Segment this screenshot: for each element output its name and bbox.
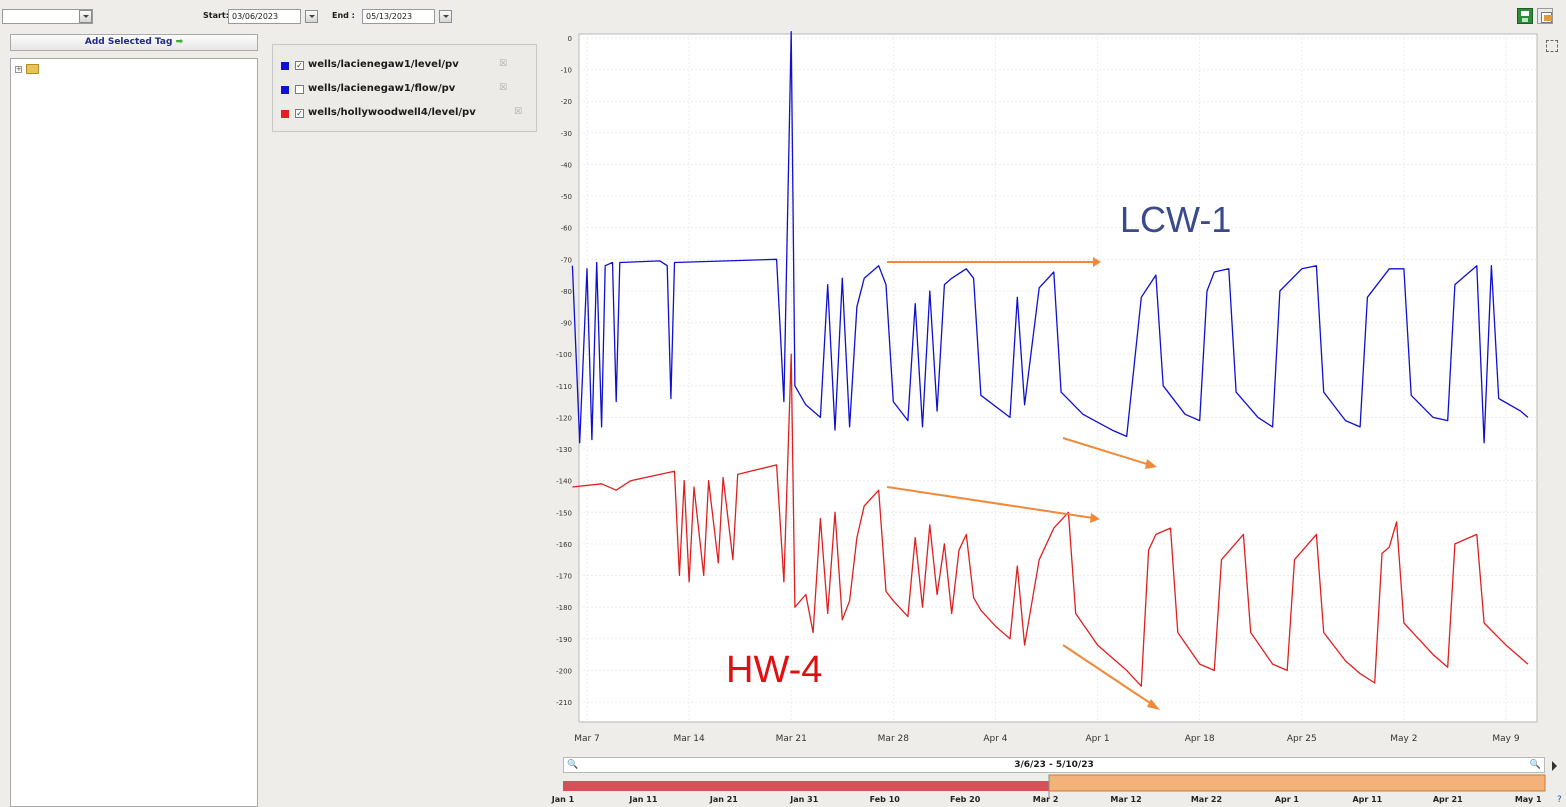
- plot-area[interactable]: [578, 33, 1538, 723]
- y-tick-label: -130: [556, 446, 572, 454]
- start-date-dropdown-button[interactable]: [305, 10, 318, 23]
- x-tick-label: Apr 25: [1287, 734, 1317, 744]
- legend-checkbox[interactable]: ✓: [295, 109, 304, 118]
- lcw-annotation-label: LCW-1: [1120, 199, 1231, 240]
- legend-color-swatch: [281, 110, 289, 118]
- chart-legend: ✓ wells/lacienegaw1/level/pv ☒ wells/lac…: [272, 44, 537, 132]
- x-tick-label: May 2: [1390, 734, 1417, 744]
- x-tick-label: Mar 21: [776, 734, 807, 744]
- y-tick-label: -70: [561, 256, 572, 264]
- scroll-right-icon[interactable]: [1552, 761, 1557, 771]
- end-label: End :: [332, 11, 355, 20]
- y-tick-label: -170: [556, 573, 572, 581]
- zoom-in-icon[interactable]: 🔍: [1529, 760, 1541, 770]
- annotation-arrow: [1062, 437, 1151, 466]
- timeline-tick-label: Mar 2: [1033, 795, 1059, 804]
- y-tick-label: -120: [556, 414, 572, 422]
- legend-label: wells/lacienegaw1/flow/pv: [308, 83, 456, 94]
- legend-color-swatch: [281, 62, 289, 70]
- x-tick-label: Apr 18: [1185, 734, 1215, 744]
- timeline-tick-label: Jan 1: [551, 795, 575, 804]
- x-tick-label: Mar 28: [878, 734, 910, 744]
- x-tick-label: Apr 1: [1085, 734, 1109, 744]
- start-date-input[interactable]: 03/06/2023: [228, 9, 301, 24]
- timeline-tick-label: Mar 22: [1191, 795, 1222, 804]
- end-date-input[interactable]: 05/13/2023: [362, 9, 435, 24]
- start-label: Start:: [203, 11, 229, 20]
- y-tick-label: -60: [561, 225, 572, 233]
- timeline-tick-label: Jan 11: [628, 795, 657, 804]
- legend-label: wells/lacienegaw1/level/pv: [308, 59, 459, 70]
- end-date-dropdown-button[interactable]: [439, 10, 452, 23]
- start-date-value: 03/06/2023: [232, 12, 279, 21]
- y-tick-label: -50: [561, 193, 572, 201]
- export-icon[interactable]: [1537, 8, 1553, 24]
- folder-icon[interactable]: [26, 64, 39, 74]
- y-tick-label: -160: [556, 541, 572, 549]
- y-tick-label: -200: [556, 667, 572, 675]
- x-tick-label: Mar 14: [673, 734, 705, 744]
- legend-color-swatch: [281, 86, 289, 94]
- hw-annotation-label: HW-4: [726, 649, 822, 691]
- y-tick-label: -190: [556, 636, 572, 644]
- legend-item-lacienegaw1-flow[interactable]: wells/lacienegaw1/flow/pv ☒: [281, 82, 531, 98]
- remove-tag-icon[interactable]: ☒: [514, 107, 523, 117]
- x-tick-label: Apr 4: [983, 734, 1007, 744]
- timeline-selection-window[interactable]: [1048, 774, 1546, 792]
- y-tick-label: -20: [561, 98, 572, 106]
- legend-checkbox[interactable]: [295, 85, 304, 94]
- annotation-arrowhead: [1090, 513, 1100, 523]
- annotation-arrow: [1062, 644, 1154, 706]
- fullscreen-icon[interactable]: [1546, 40, 1558, 52]
- annotation-arrow: [886, 486, 1094, 519]
- series-line-lacienegaw1-level: [571, 31, 1529, 444]
- y-tick-label: 0: [568, 35, 572, 43]
- arrow-right-icon: ➡: [175, 37, 184, 47]
- y-tick-label: -210: [556, 699, 572, 707]
- add-selected-tag-button[interactable]: Add Selected Tag ➡: [10, 34, 258, 51]
- y-tick-label: -80: [561, 288, 572, 296]
- legend-item-hollywoodwell4-level[interactable]: ✓ wells/hollywoodwell4/level/pv ☒: [281, 106, 531, 122]
- tree-expand-icon[interactable]: +: [15, 65, 22, 73]
- y-tick-label: -90: [561, 320, 572, 328]
- annotation-arrowhead: [1145, 459, 1157, 469]
- y-tick-label: -180: [556, 604, 572, 612]
- x-tick-label: May 9: [1492, 734, 1519, 744]
- series-line-hollywoodwell4-level: [572, 353, 1529, 687]
- x-tick-label: Mar 7: [574, 734, 600, 744]
- timeline-tick-label: Apr 21: [1433, 795, 1463, 804]
- timeline-tick-label: Apr 1: [1275, 795, 1300, 804]
- y-tick-label: -150: [556, 509, 572, 517]
- timeline-tick-label: Mar 12: [1110, 795, 1141, 804]
- legend-label: wells/hollywoodwell4/level/pv: [308, 107, 476, 118]
- annotation-arrowhead: [1147, 699, 1160, 710]
- y-tick-label: -140: [556, 478, 572, 486]
- timeline-tick-label: Apr 11: [1352, 795, 1382, 804]
- timeline-tick-label: May 1: [1515, 795, 1542, 804]
- y-tick-label: -100: [556, 351, 572, 359]
- annotation-arrowhead: [1093, 257, 1101, 267]
- y-tick-label: -30: [561, 130, 572, 138]
- tag-filter-select[interactable]: [2, 9, 93, 24]
- add-selected-tag-label: Add Selected Tag: [84, 37, 173, 47]
- timeline-tick-label: Feb 10: [870, 795, 901, 804]
- save-icon[interactable]: [1517, 8, 1533, 24]
- timeline-tick-label: Feb 20: [950, 795, 981, 804]
- remove-tag-icon[interactable]: ☒: [499, 59, 508, 69]
- legend-item-lacienegaw1-level[interactable]: ✓ wells/lacienegaw1/level/pv ☒: [281, 58, 531, 74]
- y-tick-label: -110: [556, 383, 572, 391]
- tag-filter-dropdown-button[interactable]: [79, 10, 92, 23]
- end-date-value: 05/13/2023: [366, 12, 413, 21]
- zoom-out-icon[interactable]: 🔍: [567, 760, 579, 770]
- y-tick-label: -10: [561, 67, 572, 75]
- visible-range-label: 3/6/23 - 5/10/23: [1014, 760, 1094, 770]
- timeline-tick-label: Jan 21: [709, 795, 738, 804]
- visible-range-bar[interactable]: 🔍 3/6/23 - 5/10/23 🔍: [563, 757, 1545, 773]
- y-tick-label: -40: [561, 161, 572, 169]
- timeline-tick-label: Jan 31: [789, 795, 818, 804]
- remove-tag-icon[interactable]: ☒: [499, 83, 508, 93]
- legend-checkbox[interactable]: ✓: [295, 61, 304, 70]
- help-icon[interactable]: ?: [1557, 795, 1562, 805]
